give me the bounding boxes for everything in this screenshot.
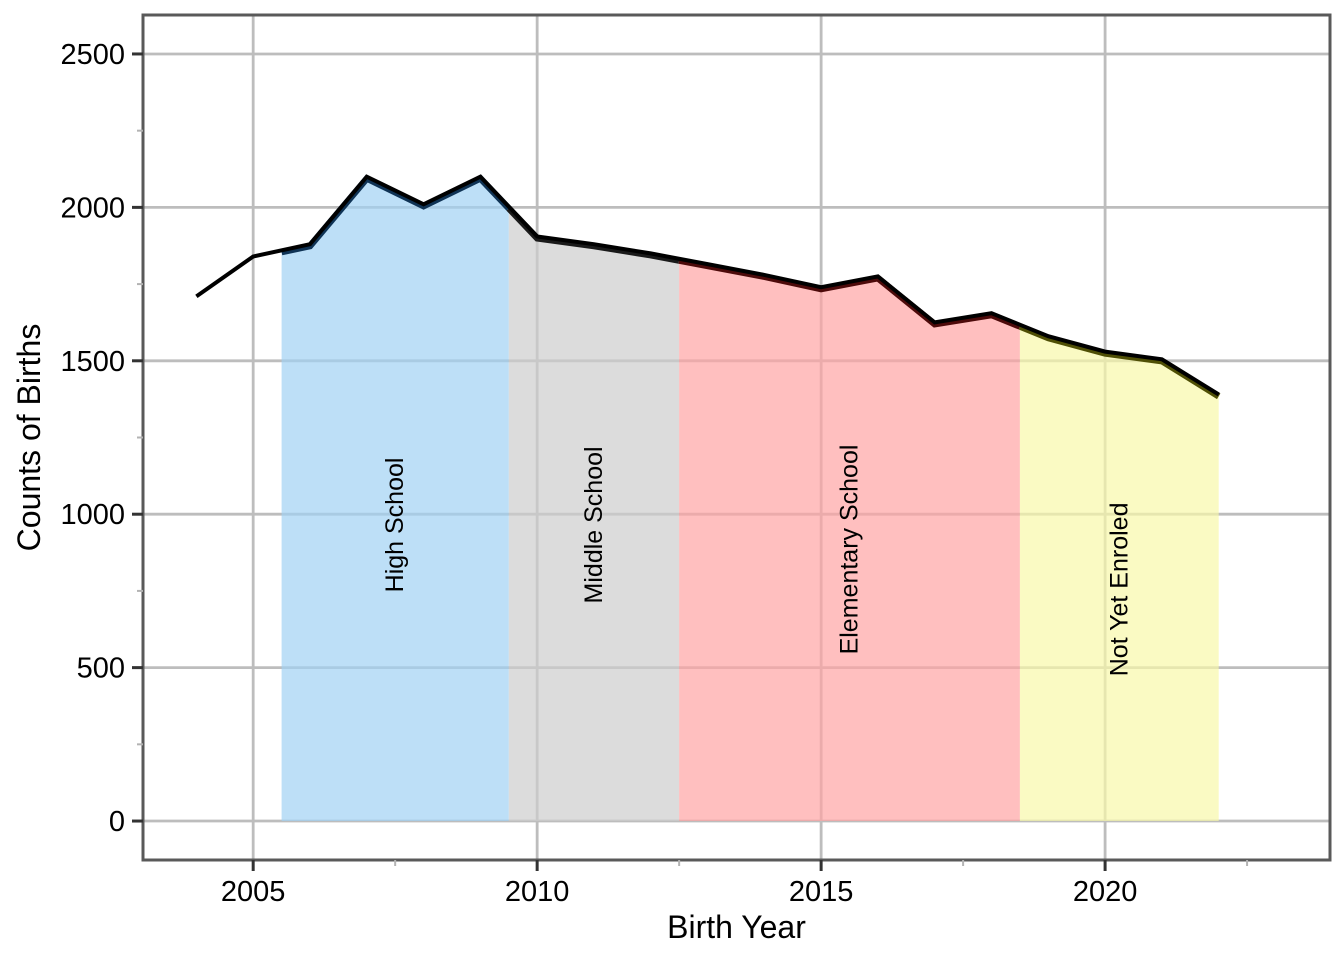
region-label-elementary-school: Elementary School: [836, 445, 864, 655]
y-tick-label-2500: 2500: [60, 39, 125, 71]
region-label-high-school: High School: [381, 458, 409, 593]
region-area-not-yet-enroled: [1019, 324, 1219, 821]
y-tick-label-1000: 1000: [60, 499, 125, 531]
region-area-middle-school: [508, 206, 680, 822]
x-tick-label-2005: 2005: [221, 876, 286, 908]
x-axis-title: Birth Year: [667, 909, 806, 945]
y-tick-label-1500: 1500: [60, 346, 125, 378]
region-area-high-school: [281, 176, 509, 821]
y-axis-title: Counts of Births: [11, 324, 47, 552]
x-tick-label-2015: 2015: [789, 876, 854, 908]
region-label-middle-school: Middle School: [580, 446, 608, 603]
births-line: [195, 174, 1220, 397]
x-tick-label-2010: 2010: [505, 876, 570, 908]
y-tick-label-500: 500: [77, 653, 125, 685]
region-area-elementary-school: [679, 258, 1020, 821]
region-label-not-yet-enroled: Not Yet Enroled: [1105, 503, 1133, 677]
y-tick-label-0: 0: [109, 806, 125, 838]
y-tick-label-2000: 2000: [60, 192, 125, 224]
x-tick-label-2020: 2020: [1073, 876, 1138, 908]
